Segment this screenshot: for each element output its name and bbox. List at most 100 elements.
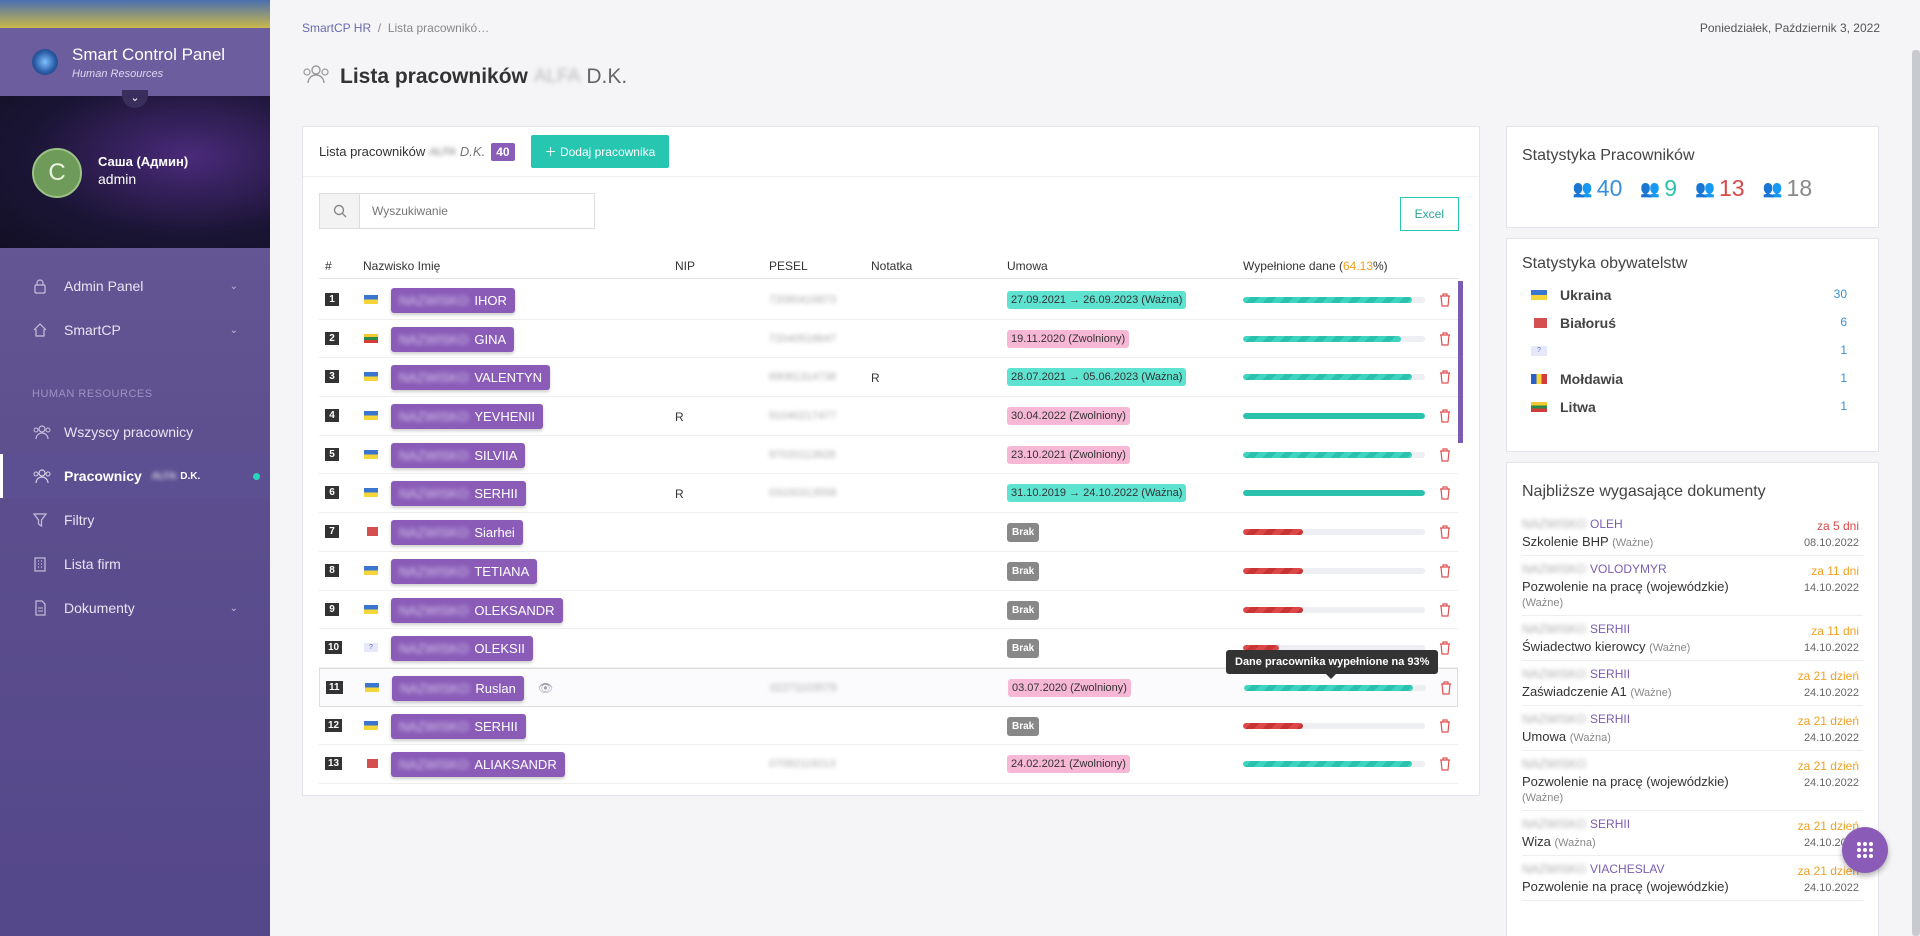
document-status: (Ważne) [1630,687,1672,699]
eye-icon[interactable]: 👁 [538,680,554,695]
document-item[interactable]: NAZWISKO VOLODYMYR Pozwolenie na pracę (w… [1522,556,1863,616]
trash-icon[interactable] [1439,370,1451,387]
trash-icon[interactable] [1439,486,1451,503]
table-row[interactable]: 5 NAZWISKO SILVIIA 97020113928 23.10.2021… [319,436,1458,475]
sidebar-item-filters[interactable]: Filtry [0,498,270,542]
document-employee[interactable]: NAZWISKO SERHII [1522,667,1863,681]
users-icon: 👥 [1695,180,1716,198]
country-count[interactable]: 6 [1840,315,1847,329]
panel-title: Statystyka obywatelstw [1522,255,1688,272]
document-employee[interactable]: NAZWISKO VIACHESLAV [1522,862,1863,876]
table-row[interactable]: 9 NAZWISKO OLEKSANDR Brak [319,591,1458,630]
employee-name-button[interactable]: NAZWISKO VALENTYN [391,365,551,391]
trash-icon[interactable] [1439,602,1451,620]
country-flag-icon [364,372,378,382]
employee-name-button[interactable]: NAZWISKO SERHII [391,481,526,507]
employee-name-button[interactable]: NAZWISKO SERHII [391,713,526,739]
sidebar-item-admin-panel[interactable]: Admin Panel ⌄ [0,264,270,308]
trash-icon[interactable] [1440,681,1452,698]
avatar[interactable]: C [32,148,82,198]
document-item[interactable]: NAZWISKO SERHII Wiza (Ważna) za 21 dzień … [1522,811,1863,856]
contract-badge: 31.10.2019 → 24.10.2022 (Ważna) [1007,484,1187,503]
brand[interactable]: Smart Control Panel Human Resources [0,28,270,96]
add-employee-button[interactable]: ＋ Dodaj pracownika [530,135,670,168]
document-type-label: Umowa [1522,729,1567,744]
breadcrumb-root-link[interactable]: SmartCP HR [302,21,372,35]
table-row[interactable]: 8 NAZWISKO TETIANA Brak [319,552,1458,591]
document-employee[interactable]: NAZWISKO SERHII [1522,712,1863,726]
table-row[interactable]: 12 NAZWISKO SERHII Brak [319,707,1458,746]
country-count[interactable]: 1 [1840,371,1847,385]
row-number: 2 [325,331,339,345]
sidebar-item-smartcp[interactable]: SmartCP ⌄ [0,308,270,352]
table-row[interactable]: 11 NAZWISKO Ruslan 👁 02271103579 03.07.20… [319,667,1458,707]
table-row[interactable]: 2 NAZWISKO GINA 72040518647 19.11.2020 (Z… [319,320,1458,359]
document-type-label: Szkolenie BHP [1522,534,1609,549]
document-employee[interactable]: NAZWISKO SERHII [1522,817,1863,831]
document-item[interactable]: NAZWISKO SERHII Świadectwo kierowcy (Ważn… [1522,616,1863,661]
column-header-contract[interactable]: Umowa [1007,259,1048,273]
employee-name-button[interactable]: NAZWISKO IHOR [391,288,515,313]
redacted-text: NAZWISKO [399,370,469,386]
table-row[interactable]: 7 NAZWISKO Siarhei Brak [319,513,1458,552]
table-row[interactable]: 10 ? NAZWISKO OLEKSII Brak [319,629,1458,668]
column-header-note[interactable]: Notatka [871,259,913,273]
document-item[interactable]: NAZWISKO SERHII Zaświadczenie A1 (Ważne) … [1522,661,1863,706]
trash-icon[interactable] [1439,293,1451,310]
employee-name-button[interactable]: NAZWISKO YEVHENII [391,404,544,430]
active-dot [253,472,260,480]
excel-export-button[interactable]: Excel [1399,197,1459,231]
employee-name-button[interactable]: NAZWISKO SILVIIA [391,442,526,468]
sidebar-item-label: Admin Panel [64,278,144,294]
table-row[interactable]: 13 NAZWISKO ALIAKSANDR 07082119213 24.02.… [319,745,1458,784]
trash-icon[interactable] [1439,718,1451,736]
trash-icon[interactable] [1439,332,1451,349]
document-employee[interactable]: NAZWISKO VOLODYMYR [1522,562,1863,576]
trash-icon[interactable] [1439,757,1451,774]
employee-name-button[interactable]: NAZWISKO GINA [391,326,515,352]
column-header-name[interactable]: Nazwisko Imię [363,259,441,273]
document-employee[interactable]: NAZWISKO SERHII [1522,622,1863,636]
employee-name-button[interactable]: NAZWISKO OLEKSII [391,636,533,662]
trash-icon[interactable] [1439,641,1451,658]
sidebar-item-employees[interactable]: Pracownicy ALFA D.K. [0,454,270,498]
sidebar-item-all-employees[interactable]: Wszyscy pracownicy [0,410,270,454]
column-header-nip[interactable]: NIP [675,259,696,273]
sidebar-item-companies[interactable]: Lista firm [0,542,270,586]
column-header-pesel[interactable]: PESEL [769,259,808,273]
table-scroll-indicator[interactable] [1458,281,1463,443]
employee-name-button[interactable]: NAZWISKO Siarhei [391,520,523,546]
trash-icon[interactable] [1439,525,1451,542]
search-input[interactable] [360,194,590,228]
trash-icon[interactable] [1439,448,1451,465]
page-scrollbar[interactable] [1912,50,1920,936]
document-item[interactable]: NAZWISKO SERHII Umowa (Ważna) za 21 dzień… [1522,706,1863,751]
table-row[interactable]: 6 NAZWISKO SERHII R 03100313558 31.10.201… [319,474,1458,514]
document-employee[interactable]: NAZWISKO [1522,757,1863,771]
brand-subtitle: Human Resources [72,67,164,80]
country-count[interactable]: 1 [1840,399,1847,413]
citizenship-row: Litwa 1 [1507,393,1878,421]
row-number: 8 [325,563,339,577]
document-item[interactable]: NAZWISKO Pozwolenie na pracę (wojewódzki… [1522,751,1863,811]
chevron-down-icon[interactable]: ⌄ [122,90,148,108]
employee-name-button[interactable]: NAZWISKO OLEKSANDR [391,597,563,623]
document-item[interactable]: NAZWISKO OLEH Szkolenie BHP (Ważne) za 5 … [1522,511,1863,556]
document-item[interactable]: NAZWISKO VIACHESLAV Pozwolenie na pracę (… [1522,856,1863,901]
table-body: 1 NAZWISKO IHOR 72080419873 27.09.2021 → … [319,281,1458,784]
table-row[interactable]: 3 NAZWISKO VALENTYN 69081314738 R 28.07.2… [319,358,1458,398]
document-employee[interactable]: NAZWISKO OLEH [1522,517,1863,531]
sidebar-item-documents[interactable]: Dokumenty ⌄ [0,586,270,630]
apps-menu-button[interactable] [1842,827,1888,873]
trash-icon[interactable] [1439,564,1451,581]
country-count[interactable]: 1 [1840,343,1847,357]
employee-name-button[interactable]: NAZWISKO ALIAKSANDR [391,752,565,778]
column-header-filled[interactable]: Wypełnione dane (64.13%) [1243,259,1388,273]
table-row[interactable]: 1 NAZWISKO IHOR 72080419873 27.09.2021 → … [319,281,1458,320]
employee-name-button[interactable]: NAZWISKO Ruslan [392,675,524,701]
trash-icon[interactable] [1439,409,1451,426]
country-count[interactable]: 30 [1833,287,1847,301]
employee-name-button[interactable]: NAZWISKO TETIANA [391,558,538,584]
page-scrollbar-thumb[interactable] [1912,50,1920,936]
table-row[interactable]: 4 NAZWISKO YEVHENII R 91040217477 30.04.2… [319,397,1458,436]
